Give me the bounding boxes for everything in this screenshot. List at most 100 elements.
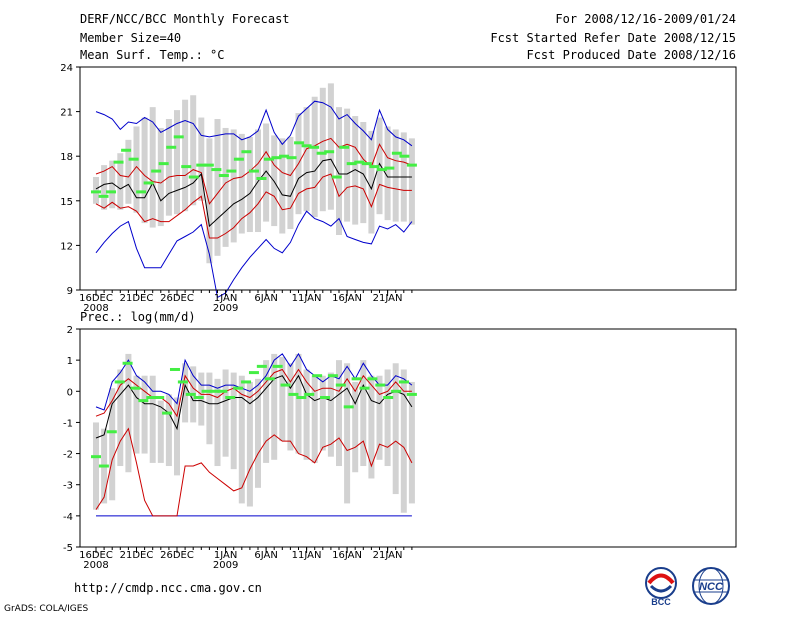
panel2-observed-marker — [201, 389, 212, 393]
panel2-observed-marker — [98, 464, 109, 468]
panel2-spread-box — [149, 375, 156, 463]
panel1-observed-marker — [399, 154, 410, 158]
panel1-observed-marker — [361, 162, 372, 166]
panel2-frame — [79, 328, 737, 548]
panel2-spread-box — [360, 360, 367, 467]
panel1-observed-marker — [271, 156, 282, 160]
panel1-observed-marker — [196, 163, 207, 167]
variable-label: Mean Surf. Temp.: °C — [80, 48, 225, 62]
panel1-observed-marker — [128, 157, 139, 161]
panel1-observed-marker — [263, 157, 274, 161]
panel2-spread-box — [238, 375, 245, 504]
panel1-observed-marker — [286, 156, 297, 160]
panel1-spread-box — [263, 123, 270, 222]
panel2-observed-marker — [304, 392, 315, 396]
panel2-observed-marker — [177, 380, 188, 384]
panel2-observed-marker — [367, 377, 378, 381]
panel1-x-tick-label: 26DEC — [160, 293, 194, 304]
panel2-observed-marker — [288, 392, 299, 396]
panel1-min-line — [95, 210, 413, 299]
panel2-observed-marker — [225, 396, 236, 400]
panel2-observed-marker — [312, 374, 323, 378]
grads-credit: GrADS: COLA/IGES — [4, 604, 89, 614]
panel2-observed-marker — [272, 364, 283, 368]
panel2-spread-box — [93, 422, 99, 510]
ncc-logo: NCC — [692, 567, 730, 605]
panel1-x-tick-label: 21JAN — [373, 293, 403, 304]
panel1-frame — [79, 66, 737, 291]
panel2-observed-marker — [264, 377, 275, 381]
panel1-max-line — [95, 100, 413, 147]
bcc-logo-text: BCC — [651, 597, 671, 606]
panel1-spread-box — [165, 119, 172, 216]
panel1-observed-marker — [248, 169, 259, 173]
produced-date: Fcst Produced Date 2008/12/16 — [526, 48, 736, 62]
panel1-spread-box — [117, 153, 124, 210]
panel1-observed-marker — [369, 165, 380, 169]
panel1-observed-marker — [339, 145, 350, 149]
panel1-x-tick-label: 21DEC — [120, 293, 154, 304]
panel1-spread-box — [376, 117, 383, 215]
panel2-spread-box — [279, 357, 286, 442]
panel1-observed-marker — [241, 150, 252, 154]
panel2-x-tick-label: 21DEC — [120, 550, 154, 561]
member-size: Member Size=40 — [80, 31, 182, 45]
panel2-spread-box — [125, 353, 132, 473]
panel1-y-tick-label: 9 — [67, 286, 73, 297]
panel1-observed-marker — [158, 162, 169, 166]
panel2-x-tick-label: 6JAN — [254, 550, 277, 561]
panel2-spread-box — [384, 369, 391, 467]
source-url[interactable]: http://cmdp.ncc.cma.gov.cn — [74, 581, 262, 595]
panel1-spread-box — [384, 126, 391, 221]
panel1-observed-marker — [316, 151, 327, 155]
panel1-x-tick-label: 1JAN — [214, 293, 237, 304]
panel2-y-tick-label: -1 — [63, 418, 73, 429]
panel1-spread-box — [408, 138, 415, 225]
panel2-spread-box — [263, 360, 270, 463]
panel1-spread-box — [101, 165, 108, 210]
panel2-observed-marker — [162, 411, 173, 415]
panel2-observed-marker — [351, 377, 362, 381]
panel1-spread-box — [141, 117, 148, 224]
panel1-observed-marker — [113, 160, 124, 164]
panel1-x-tick-label: 11JAN — [292, 293, 322, 304]
bcc-logo: BCC — [645, 567, 677, 606]
panel2-y-tick-label: 0 — [67, 387, 73, 398]
panel1-year-label: 2009 — [213, 303, 238, 314]
panel1-observed-marker — [294, 141, 305, 145]
panel2-spread-box — [206, 372, 213, 445]
panel2-year-label: 2009 — [213, 560, 238, 571]
panel2-observed-marker — [406, 392, 417, 396]
panel2-spread-box — [368, 375, 375, 479]
panel2-spread-box — [295, 353, 302, 454]
panel2-spread-box — [255, 378, 261, 488]
panel2-spread-box — [182, 363, 189, 423]
panel2-spread-box — [157, 400, 164, 463]
panel1-spread-box — [125, 139, 132, 204]
panel2-mean-line — [95, 374, 413, 439]
panel1-observed-marker — [301, 144, 312, 148]
panel1-observed-marker — [376, 168, 387, 172]
panel2-y-tick-label: -4 — [63, 512, 73, 523]
panel1-spread-box — [327, 83, 334, 210]
panel1-upper-line — [95, 137, 413, 205]
panel2-x-tick-label: 11JAN — [292, 550, 322, 561]
panel1-observed-marker — [406, 163, 417, 167]
panel1-y-tick-label: 24 — [60, 63, 73, 74]
panel1-x-tick-label: 16DEC — [79, 293, 113, 304]
panel2-observed-marker — [391, 389, 402, 393]
panel1-observed-marker — [226, 169, 237, 173]
panel2-observed-marker — [209, 389, 220, 393]
panel2-spread-box — [344, 363, 351, 504]
panel2-observed-marker — [343, 405, 354, 409]
panel1-observed-marker — [166, 145, 177, 149]
panel1-spread-box — [206, 138, 213, 264]
panel2-spread-box — [271, 353, 278, 460]
panel1-observed-marker — [391, 151, 402, 155]
panel1-spread-box — [279, 138, 286, 234]
panel1-observed-marker — [211, 168, 222, 172]
panel1-year-label: 2008 — [83, 303, 108, 314]
panel2-x-tick-label: 26DEC — [160, 550, 194, 561]
panel2-y-tick-label: -5 — [63, 543, 73, 554]
start-date: Fcst Started Refer Date 2008/12/15 — [490, 31, 736, 45]
